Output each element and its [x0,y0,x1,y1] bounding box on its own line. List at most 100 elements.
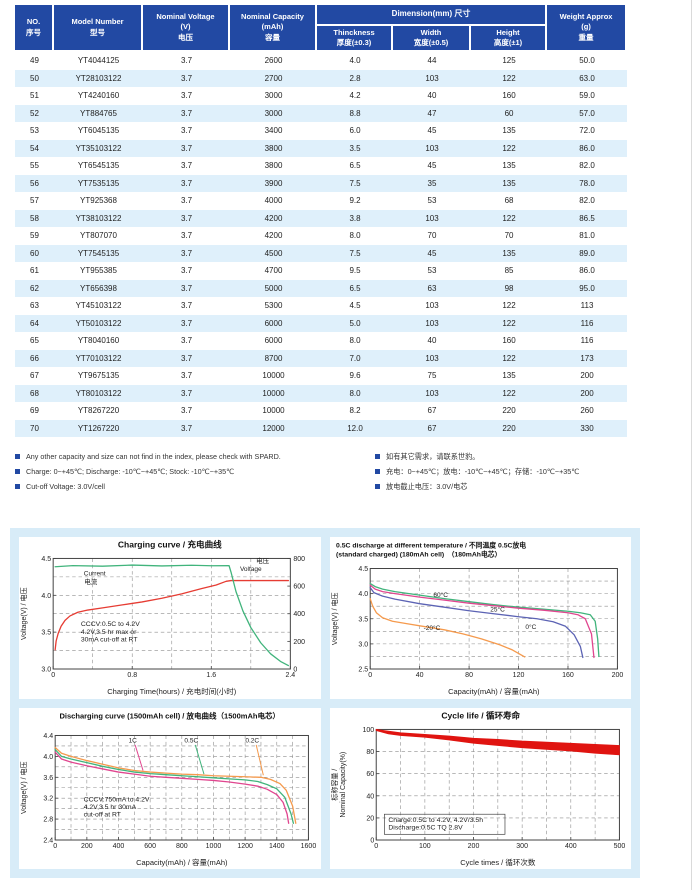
table-cell: 200 [547,384,628,403]
table-cell: 12.0 [317,419,393,438]
table-cell: 103 [425,301,439,311]
table-cell: 69 [30,406,39,416]
table-cell: 9.2 [349,196,361,206]
discharging-curve-panel: 0 200 400 600 800 1000 1200 1400 1600 2.4 2.8 3.2 3.… [19,707,321,869]
table-cell: 9.5 [349,266,361,276]
table-cell: 40 [427,336,437,346]
table-row: 57 YT925368 3.7 4000 9.2 53 68 82.0 [15,192,627,210]
table-cell: YT925368 [80,196,117,206]
table-cell: YT38103122 [54,209,143,228]
svg-text:电压: 电压 [256,556,270,565]
table-cell: 60 [471,104,548,123]
table-cell: 58 [15,209,54,228]
table-cell: 3000 [264,91,283,101]
table-cell: 103 [393,69,471,88]
table-cell: 3.7 [143,139,230,158]
table-cell: YT35103122 [54,139,143,158]
table-cell: 2700 [230,69,317,88]
table-cell: 330 [547,419,628,438]
table-cell: 53 [427,266,437,276]
table-cell: 8.0 [317,384,393,403]
table-cell: 7.0 [317,349,393,368]
table-cell: 3.7 [180,56,193,66]
table-cell: 45 [427,126,437,136]
svg-text:0: 0 [370,837,374,844]
table-row: 52 YT884765 3.7 3000 8.8 47 60 57.0 [15,104,628,123]
svg-text:400: 400 [293,611,305,618]
table-cell: 173 [547,349,628,368]
table-cell: 260 [580,406,594,416]
charts-section: 0 0.8 1.6 2.4 3.0 3.5 4.0 4.5 0 200 400 600 800 Charg… [10,528,640,878]
table-cell: 103 [393,209,471,228]
cycle-life-panel: 0 100 200 300 400 500 0 20 40 60 80 100 Cycle life /… [329,707,631,869]
note-item: Any other capacity and size can not find… [15,452,375,461]
table-cell: 40 [427,91,437,101]
table-cell: 8700 [230,349,317,368]
table-cell: 70 [15,419,54,438]
table-cell: YT45103122 [75,301,122,311]
table-cell: YT8040160 [77,336,120,346]
table-row: 69 YT8267220 3.7 10000 8.2 67 220 260 [15,402,627,420]
table-cell: 4.2 [349,91,361,101]
table-cell: YT50103122 [54,314,143,333]
table-cell: 3.7 [143,209,230,228]
table-cell: 75 [427,371,437,381]
table-row: 49 YT4044125 3.7 2600 4.0 44 125 50.0 [15,52,627,70]
table-cell: 3.7 [180,161,193,171]
table-cell: 67 [393,419,471,438]
svg-text:Voltage(V) / 电压: Voltage(V) / 电压 [330,592,339,645]
table-row: 55 YT6545135 3.7 3800 6.5 45 135 82.0 [15,157,627,175]
svg-text:3.5: 3.5 [41,630,51,637]
charging-curve-chart: 0 0.8 1.6 2.4 3.0 3.5 4.0 4.5 0 200 400 600 800 Charg… [19,538,305,696]
table-cell: 66 [15,349,54,368]
svg-text:1600: 1600 [301,843,317,850]
col-header-model-zh: 型号 [90,27,105,37]
table-row: 64 YT50103122 3.7 6000 5.0 103 122 116 [15,314,628,333]
table-cell: 60 [15,244,54,263]
temperature-discharge-chart: 0 40 80 120 160 200 2.5 3.0 3.5 4.0 4.5 0.5C discha… [330,540,623,696]
svg-text:2.5: 2.5 [358,667,368,674]
col-header-weight: Weight Approx (g) 重量 [547,5,628,53]
svg-text:0.5C: 0.5C [184,737,198,744]
svg-text:Voltage(V) / 电压: Voltage(V) / 电压 [19,761,28,814]
svg-text:Capacity(mAh) / 容量(mAh): Capacity(mAh) / 容量(mAh) [136,857,228,867]
svg-text:4.2V,3.5 hr max or: 4.2V,3.5 hr max or [81,629,137,636]
table-row: 56 YT7535135 3.7 3900 7.5 35 135 78.0 [15,174,628,193]
table-cell: 3000 [230,104,317,123]
table-cell: 6.5 [317,279,393,298]
table-cell: 8.8 [317,104,393,123]
table-cell: 116 [547,314,628,333]
table-cell: 3.7 [180,126,193,136]
table-cell: 3.7 [180,266,193,276]
page-edge-line [691,0,692,890]
table-cell: 4700 [264,266,283,276]
table-cell: 3.7 [143,69,230,88]
notes-en: Any other capacity and size can not find… [15,452,375,497]
table-cell: 57 [30,196,39,206]
table-cell: YT28103122 [54,69,143,88]
table-cell: 70 [427,231,437,241]
table-cell: 3800 [264,161,283,171]
table-row: 66 YT70103122 3.7 8700 7.0 103 122 173 [15,349,628,368]
table-cell: 3.7 [143,174,230,193]
table-cell: 35 [393,174,471,193]
svg-text:CCCV:750mA to 4.2V: CCCV:750mA to 4.2V [84,796,150,803]
col-header-no-zh: 序号 [26,27,41,37]
table-cell: 45 [427,161,437,171]
svg-text:1400: 1400 [269,843,285,850]
table-cell: 63.0 [547,69,628,88]
table-cell: 3.7 [143,104,230,123]
col-header-width: Width 宽度(±0.5) [393,25,471,53]
table-cell: 135 [471,174,548,193]
svg-text:40: 40 [415,672,423,679]
svg-text:Discharging curve (1500mAh cel: Discharging curve (1500mAh cell) / 放电曲线（… [59,710,280,720]
table-cell: 122 [502,301,516,311]
table-cell: 57.0 [547,104,628,123]
table-cell: 3.7 [143,349,230,368]
table-cell: 3800 [230,139,317,158]
table-cell: 2.8 [317,69,393,88]
table-cell: 95.0 [547,279,628,298]
svg-text:100: 100 [362,726,374,733]
table-cell: 4000 [264,196,283,206]
table-cell: 5300 [264,301,283,311]
